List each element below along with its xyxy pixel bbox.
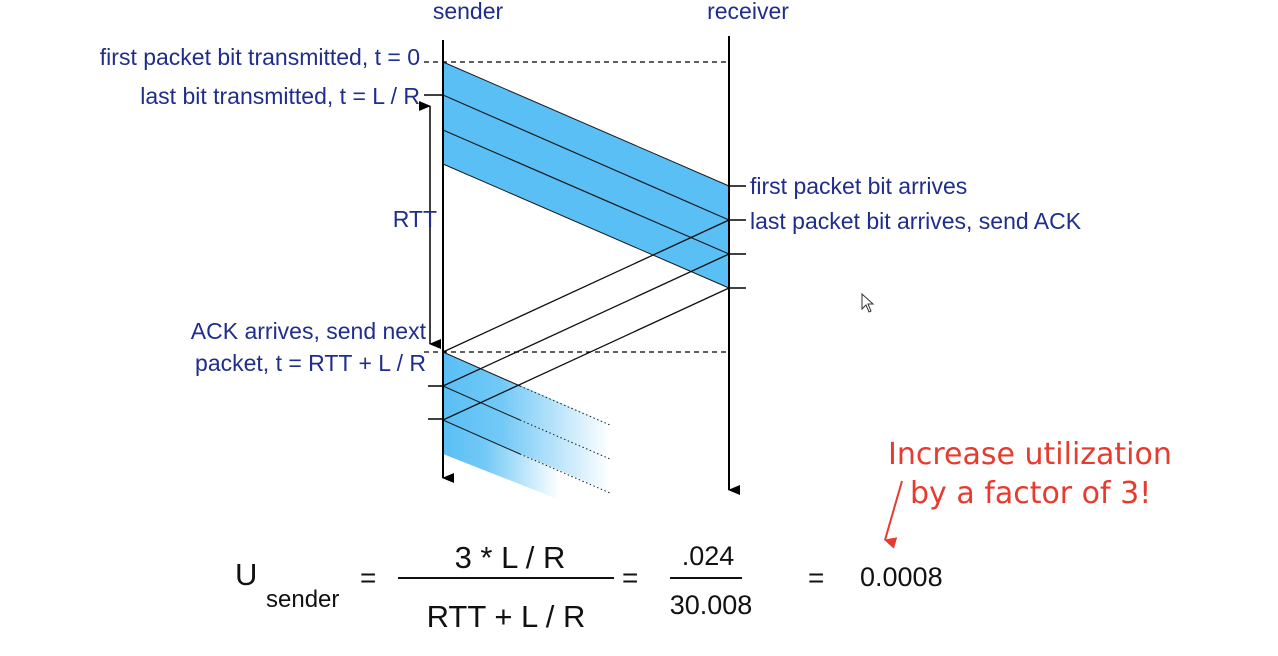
utilization-equation: U sender = 3 * L / R RTT + L / R = .024 … — [235, 540, 943, 634]
next-band-2 — [443, 386, 610, 492]
label-first-bit-arrives: first packet bit arrives — [750, 173, 967, 199]
label-send-next-packet: packet, t = RTT + L / R — [195, 350, 426, 376]
equation-u: U — [235, 557, 257, 592]
label-first-bit-transmitted: first packet bit transmitted, t = 0 — [100, 44, 420, 70]
equation-denominator-2: 30.008 — [670, 590, 753, 620]
equation-numerator-1: 3 * L / R — [455, 540, 566, 575]
ack-line-3 — [442, 287, 730, 421]
tick-marks — [424, 94, 746, 420]
ack-line-2 — [442, 253, 730, 387]
equation-u-subscript: sender — [266, 586, 339, 613]
packet-bands — [442, 61, 730, 289]
annotation-line-2: by a factor of 3! — [910, 476, 1151, 511]
equation-equals-3: = — [808, 562, 824, 593]
ack-lines — [442, 219, 730, 421]
equation-numerator-2: .024 — [682, 541, 735, 571]
packet-band-1 — [443, 62, 729, 220]
label-last-bit-arrives: last packet bit arrives, send ACK — [750, 208, 1082, 234]
cursor-icon — [861, 292, 875, 313]
packet-band-3 — [443, 130, 729, 288]
equation-result: 0.0008 — [860, 562, 943, 592]
annotation-arrow — [884, 480, 903, 549]
next-packet-bands — [442, 351, 611, 500]
label-rtt: RTT — [393, 206, 437, 232]
annotation-line-1: Increase utilization — [888, 437, 1172, 472]
next-band-1 — [443, 352, 610, 458]
packet-band-2 — [443, 95, 729, 254]
label-ack-arrives: ACK arrives, send next — [191, 318, 427, 344]
receiver-header: receiver — [707, 0, 789, 24]
ack-line-1 — [442, 219, 730, 353]
equation-equals-2: = — [622, 562, 638, 593]
next-band-3 — [443, 420, 560, 500]
equation-denominator-1: RTT + L / R — [427, 599, 586, 634]
equation-equals-1: = — [360, 562, 376, 593]
label-last-bit-transmitted: last bit transmitted, t = L / R — [140, 83, 420, 109]
sender-header: sender — [433, 0, 504, 24]
